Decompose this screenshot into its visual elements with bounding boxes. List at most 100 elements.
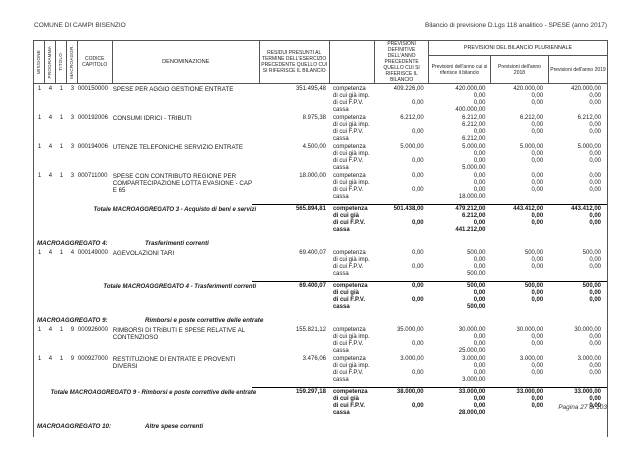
amount bbox=[491, 165, 549, 172]
previsioni-definitive-values: 0,00 0,00 bbox=[376, 283, 430, 311]
anno-2019-values: 500,00 0,00 0,00 bbox=[549, 250, 607, 278]
amount: 30.000,00 bbox=[516, 327, 544, 333]
entry-label: competenza bbox=[332, 283, 368, 289]
amount: 420.000,00 bbox=[571, 86, 602, 92]
amount: 0,00 bbox=[589, 180, 602, 186]
entry-label: competenza bbox=[332, 389, 368, 395]
previsioni-definitive-values: 38.000,00 0,00 bbox=[376, 389, 430, 417]
amount: 0,00 bbox=[531, 151, 544, 157]
denominazione-column-header: DENOMINAZIONE bbox=[113, 41, 260, 83]
section-title: Rimborsi e poste correttive delle entrat… bbox=[145, 317, 264, 324]
programma-code: 4 bbox=[48, 356, 53, 362]
anno-2019-values: 30.000,00 0,00 0,00 bbox=[549, 327, 607, 355]
entry-label: di cui già bbox=[332, 396, 359, 402]
anno-2018-column-header: Previsioni dell'anno 2018 bbox=[491, 56, 549, 83]
amount: 0,00 bbox=[411, 220, 424, 226]
amount: 0,00 bbox=[473, 100, 486, 106]
missione-code: 1 bbox=[37, 327, 42, 333]
amount: 0,00 bbox=[531, 396, 544, 402]
amount: 38.000,00 bbox=[396, 389, 424, 395]
amount bbox=[376, 93, 430, 100]
anno-2019-values: 3.000,00 0,00 0,00 bbox=[549, 356, 607, 384]
anno-2019-values: 33.000,00 0,00 0,00 bbox=[549, 389, 607, 417]
capitolo-code: 000150000 bbox=[77, 86, 108, 92]
page-header-left: COMUNE DI CAMPI BISENZIO bbox=[34, 22, 126, 29]
amount bbox=[376, 165, 430, 172]
denominazione: SPESE CON CONTRIBUTO REGIONE PER COMPART… bbox=[112, 173, 252, 194]
capitolo-code: 000926000 bbox=[77, 327, 108, 333]
previsioni-definitive-values: 35.000,00 0,00 bbox=[376, 327, 430, 355]
entry-label: di cui F.P.V. bbox=[332, 220, 365, 226]
residui-value: 155.821,12 bbox=[295, 327, 326, 333]
entry-label: di cui già imp. bbox=[333, 93, 370, 99]
amount bbox=[549, 165, 607, 172]
budget-table: MISSIONE PROGRAMMA TITOLO MACROAGGR. COD… bbox=[33, 40, 608, 437]
denominazione: SPESE PER AGGIO GESTIONE ENTRATE bbox=[112, 86, 234, 93]
amount: 0,00 bbox=[531, 100, 544, 106]
macroaggregato-code: 3 bbox=[70, 144, 75, 150]
anno-2019-values: 5.000,00 0,00 0,00 bbox=[549, 144, 607, 172]
amount: 0,00 bbox=[411, 403, 424, 409]
entry-labels: competenza di cui già imp. di cui F.P.V. ca… bbox=[330, 115, 376, 143]
entry-label: cassa bbox=[333, 194, 349, 200]
amount: 0,00 bbox=[531, 213, 544, 219]
anno-2018-values: 6.212,00 0,00 0,00 bbox=[491, 115, 549, 143]
amount: 5.000,00 bbox=[519, 144, 544, 150]
section-label: MACROAGGREGATO 10: bbox=[37, 423, 112, 430]
titolo-code: 1 bbox=[59, 250, 64, 256]
amount: 0,00 bbox=[589, 173, 602, 179]
entry-label: di cui già bbox=[332, 213, 359, 219]
page-number: Pagina 27 di 103 bbox=[558, 404, 607, 411]
entry-label: di cui già imp. bbox=[333, 334, 370, 340]
entry-labels: competenza di cui già di cui F.P.V. cassa bbox=[330, 206, 376, 234]
amount bbox=[549, 348, 607, 355]
amount bbox=[549, 304, 607, 311]
entry-label: di cui già imp. bbox=[333, 122, 370, 128]
amount: 5.000,00 bbox=[462, 165, 486, 171]
amount bbox=[376, 348, 430, 355]
entry-labels: competenza di cui già imp. di cui F.P.V. ca… bbox=[330, 144, 376, 172]
previsioni-definitive-values: 5.000,00 0,00 bbox=[376, 144, 430, 172]
entry-label: competenza bbox=[333, 173, 366, 179]
total-rule bbox=[252, 387, 607, 388]
page-header-right: Bilancio di previsione D.Lgs 118 analiti… bbox=[425, 22, 607, 29]
anno-2019-values: 500,00 0,00 0,00 bbox=[549, 283, 607, 311]
amount: 0,00 bbox=[473, 341, 486, 347]
amount bbox=[491, 377, 549, 384]
entry-label: cassa bbox=[333, 377, 349, 383]
amount: 500,00 bbox=[467, 283, 486, 289]
amount: 0,00 bbox=[473, 158, 486, 164]
missione-code: 1 bbox=[37, 86, 42, 92]
entry-labels: competenza di cui già di cui F.P.V. cassa bbox=[330, 389, 376, 417]
macroaggregato-code: 4 bbox=[70, 250, 75, 256]
entry-label: cassa bbox=[333, 107, 349, 113]
amount bbox=[376, 227, 430, 234]
anno-2018-values: 5.000,00 0,00 0,00 bbox=[491, 144, 549, 172]
amount: 0,00 bbox=[589, 151, 602, 157]
amount: 0,00 bbox=[473, 297, 486, 303]
amount bbox=[491, 271, 549, 278]
titolo-code: 1 bbox=[59, 115, 64, 121]
entry-label: competenza bbox=[333, 356, 366, 362]
anno-riferimento-values: 5.000,00 0,00 0,00 5.000,00 bbox=[430, 144, 492, 172]
capitolo-row: 1 4 1 3 000194006 UTENZE TELEFONICHE SERVIZIO… bbox=[34, 144, 607, 172]
anno-2019-values: 443.412,00 0,00 0,00 bbox=[549, 206, 607, 234]
amount: 400.000,00 bbox=[455, 107, 486, 113]
amount bbox=[376, 151, 430, 158]
amount: 0,00 bbox=[531, 158, 544, 164]
amount: 500,00 bbox=[467, 304, 486, 310]
macroaggr-column-header: MACROAGGR. bbox=[67, 41, 78, 83]
programma-column-label: PROGRAMMA bbox=[46, 45, 52, 79]
missione-code: 1 bbox=[37, 173, 42, 179]
entry-label: di cui F.P.V. bbox=[332, 297, 365, 303]
amount bbox=[376, 377, 430, 384]
amount: 0,00 bbox=[589, 93, 602, 99]
entry-labels: competenza di cui già imp. di cui F.P.V. ca… bbox=[330, 327, 376, 355]
macroaggregato-code: 9 bbox=[70, 327, 75, 333]
anno-2019-values: 0,00 0,00 0,00 bbox=[549, 173, 607, 201]
capitolo-code: 000194006 bbox=[77, 144, 108, 150]
missione-code: 1 bbox=[37, 144, 42, 150]
total-rule bbox=[252, 204, 607, 205]
amount: 0,00 bbox=[589, 403, 601, 409]
amount: 420.000,00 bbox=[513, 86, 544, 92]
